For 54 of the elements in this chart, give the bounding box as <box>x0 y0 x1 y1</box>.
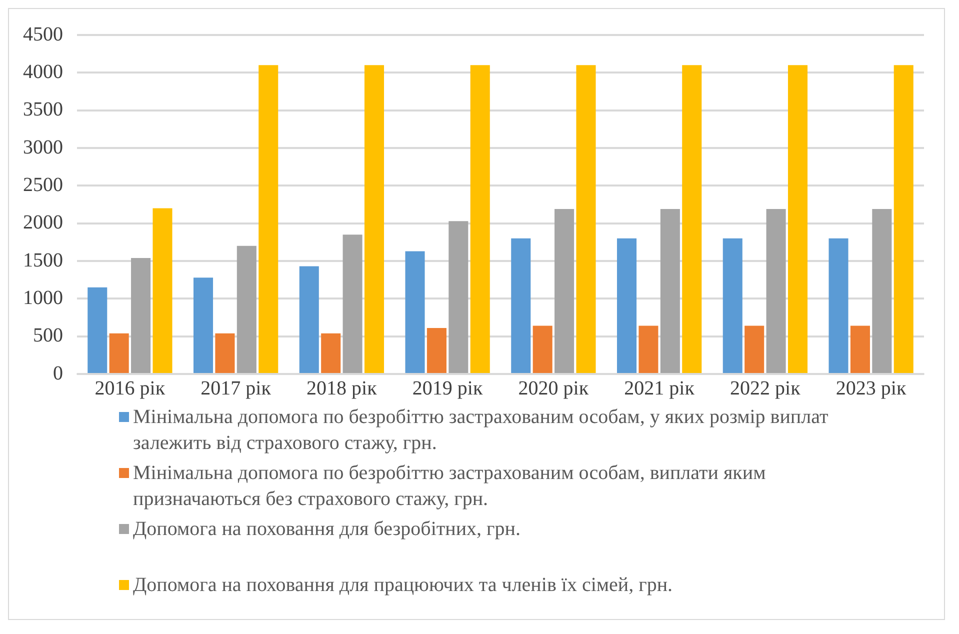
bar <box>766 209 786 373</box>
y-tick-label: 3500 <box>23 98 63 121</box>
bar <box>872 209 892 373</box>
legend-label: Мінімальна допомога по безробіттю застрахованим особам, виплати яким призначаються без страхового стажу, грн. <box>133 461 767 512</box>
bar <box>152 208 172 373</box>
bar <box>788 65 808 373</box>
y-tick-label: 4000 <box>23 60 63 83</box>
bar <box>342 234 362 373</box>
bar <box>554 209 574 373</box>
bar <box>638 326 658 373</box>
y-tick-label: 0 <box>53 362 63 384</box>
legend-label: Допомога на поховання для працюючих та членів їх сімей, грн. <box>133 573 673 598</box>
legend-label: Мінімальна допомога по безробіттю застрахованим особам, у яких розмір виплат залежить від страхового стажу, грн. <box>133 405 830 456</box>
bar <box>850 326 870 373</box>
bar <box>193 278 214 373</box>
bar <box>744 326 764 373</box>
bar <box>88 287 108 373</box>
bar <box>364 65 384 373</box>
bar <box>894 65 914 373</box>
bar <box>109 333 129 373</box>
bar <box>576 65 596 373</box>
y-tick-label: 3000 <box>23 136 63 158</box>
y-tick-label: 500 <box>33 324 63 347</box>
bar <box>299 266 319 373</box>
bar <box>448 221 468 373</box>
bar <box>682 65 702 373</box>
legend-label: Допомога на поховання для безробітних, грн. <box>133 517 520 542</box>
bar <box>616 238 637 373</box>
x-tick-label: 2020 рік <box>518 377 589 400</box>
bar <box>258 65 278 373</box>
y-tick-label: 2500 <box>23 174 63 196</box>
x-tick-label: 2022 рік <box>730 377 801 400</box>
bar <box>131 258 151 373</box>
y-tick-label: 1500 <box>23 249 63 272</box>
y-tick-label: 4500 <box>23 23 63 46</box>
y-tick-label: 2000 <box>23 212 63 234</box>
bar <box>532 326 552 373</box>
bar <box>405 251 425 373</box>
y-tick-label: 1000 <box>23 286 63 309</box>
x-tick-label: 2017 рік <box>200 377 272 400</box>
bar <box>321 333 341 373</box>
x-tick-label: 2016 рік <box>94 377 166 400</box>
bar <box>511 238 531 373</box>
bar <box>660 209 680 373</box>
bar <box>215 333 235 373</box>
x-tick-label: 2023 рік <box>836 377 906 400</box>
bar <box>470 65 490 373</box>
bar <box>236 246 256 373</box>
bar <box>722 238 742 373</box>
bar <box>426 328 446 373</box>
bar <box>828 238 848 373</box>
x-tick-label: 2019 рік <box>412 377 483 400</box>
x-tick-label: 2021 рік <box>624 377 695 400</box>
x-tick-label: 2018 рік <box>306 377 378 400</box>
